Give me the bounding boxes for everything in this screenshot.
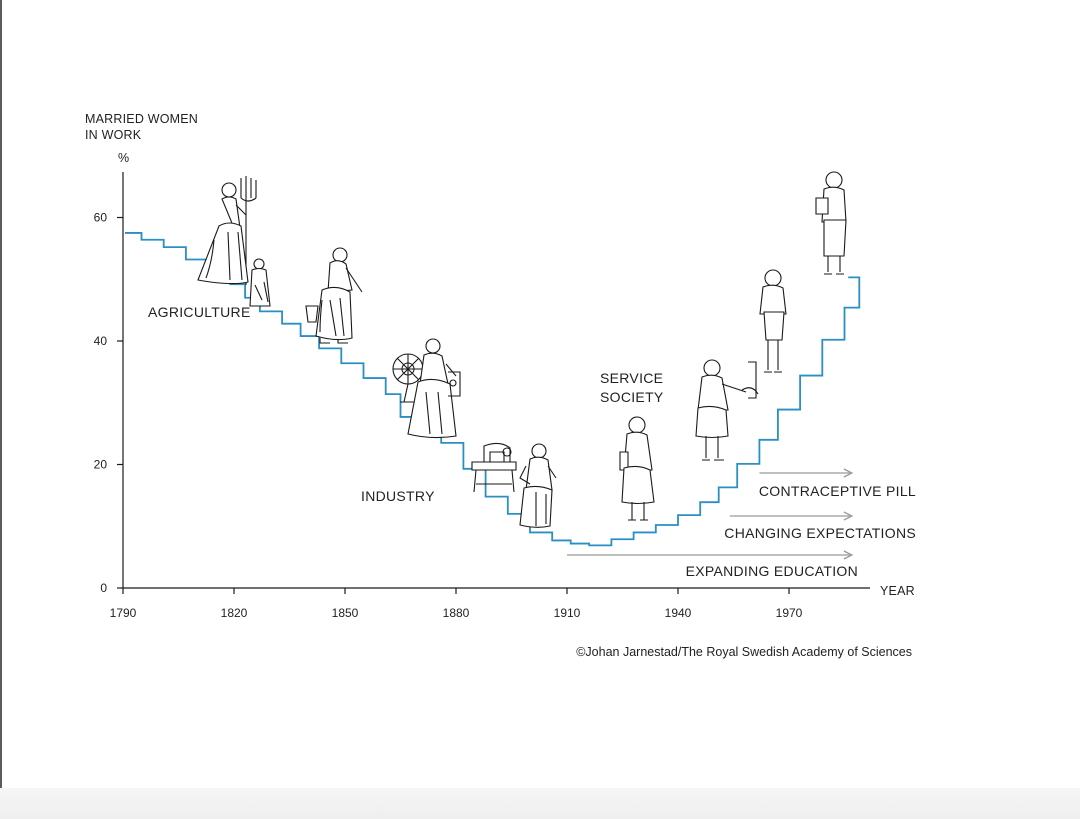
- x-tick-label: 1910: [554, 606, 581, 620]
- woman-with-pitchfork-icon: [197, 176, 257, 285]
- driver-arrow-head: [843, 550, 854, 560]
- driver-arrow-head: [843, 468, 854, 478]
- y-tick-label: 60: [94, 211, 108, 225]
- driver-arrow-head: [843, 511, 854, 521]
- industry-label: INDUSTRY: [361, 488, 435, 504]
- series-line: [125, 232, 861, 547]
- woman-factory-worker-icon: [519, 443, 557, 528]
- woman-in-suit-icon: [759, 269, 787, 373]
- ticks-group: 1790 1820 1850 1880 1910 1940 1970 0 20 40 60: [94, 211, 803, 621]
- x-tick-label: 1850: [332, 606, 359, 620]
- driver-arrows-group: [567, 468, 854, 560]
- x-tick-label: 1880: [443, 606, 470, 620]
- x-tick-label: 1790: [110, 606, 137, 620]
- x-tick-label: 1970: [776, 606, 803, 620]
- woman-at-blackboard-icon: [695, 359, 759, 461]
- x-tick-label: 1940: [665, 606, 692, 620]
- x-tick-label: 1820: [221, 606, 248, 620]
- contraceptive-pill-label: CONTRACEPTIVE PILL: [759, 483, 916, 499]
- x-axis-title: YEAR: [880, 584, 915, 598]
- service-society-label-line-2: SOCIETY: [600, 389, 664, 405]
- credit-text: ©Johan Jarnestad/The Royal Swedish Acade…: [576, 645, 912, 659]
- y-axis-title-line-2: IN WORK: [85, 128, 142, 142]
- y-tick-label: 0: [100, 581, 107, 595]
- changing-expectations-label: CHANGING EXPECTATIONS: [724, 525, 916, 541]
- agriculture-label: AGRICULTURE: [148, 304, 251, 320]
- y-axis-unit: %: [118, 151, 129, 165]
- child-icon: [249, 258, 271, 307]
- woman-with-bucket-icon: [305, 247, 363, 344]
- woman-professional-icon: [815, 171, 847, 275]
- y-tick-label: 20: [94, 458, 108, 472]
- sewing-machine-icon: [471, 442, 517, 493]
- woman-at-spinning-wheel-icon: [392, 338, 461, 439]
- woman-with-books-icon: [619, 416, 655, 521]
- y-tick-label: 40: [94, 334, 108, 348]
- married-women-in-work-chart: MARRIED WOMEN IN WORK % YEAR 1790 1820 185…: [85, 112, 916, 659]
- bottom-strip: [0, 788, 1080, 819]
- y-axis-title-line-1: MARRIED WOMEN: [85, 112, 198, 126]
- left-border: [0, 0, 2, 790]
- expanding-education-label: EXPANDING EDUCATION: [686, 563, 858, 579]
- service-society-label-line-1: SERVICE: [600, 370, 663, 386]
